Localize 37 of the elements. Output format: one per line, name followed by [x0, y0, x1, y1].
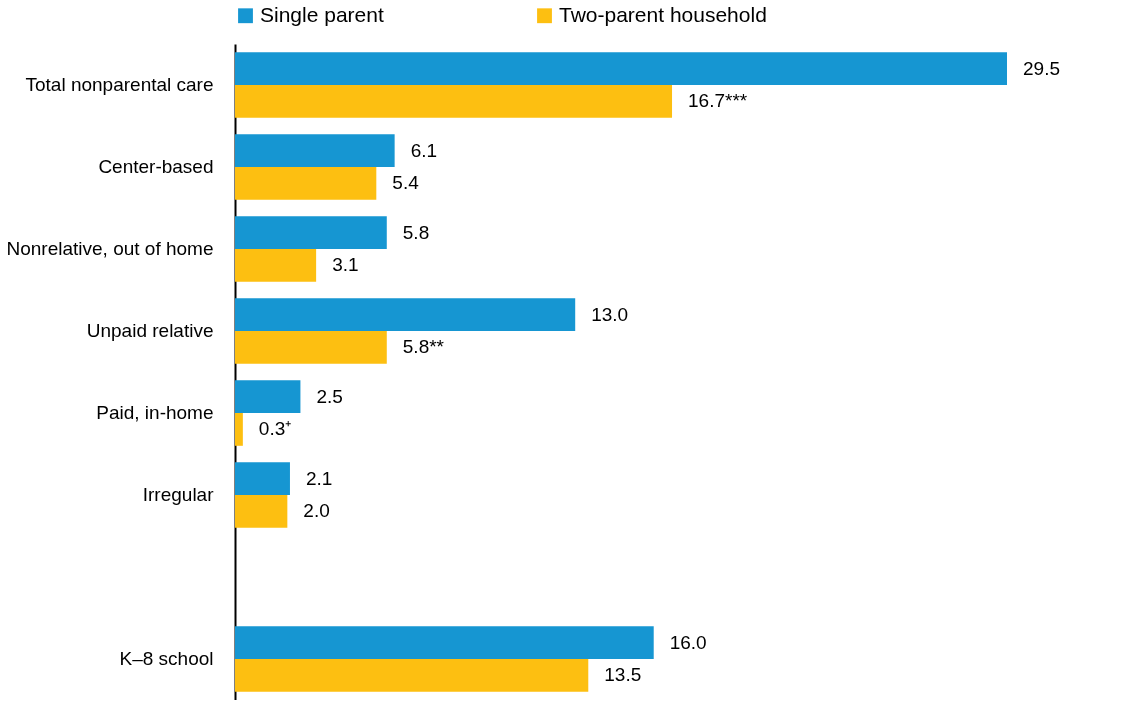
data-label: 2.5 [316, 385, 343, 407]
bar [235, 380, 301, 413]
y-tick-label: Nonrelative, out of home [6, 238, 214, 259]
legend-label: Two-parent household [559, 2, 767, 26]
data-label: 2.0 [303, 500, 330, 522]
bar [235, 495, 288, 528]
bar [235, 167, 377, 200]
data-label: 0.3⁺ [258, 418, 292, 440]
data-label: 13.0 [591, 303, 629, 325]
data-label: 5.8** [402, 336, 445, 358]
y-tick-label: Total nonparental care [25, 74, 214, 95]
data-label: 6.1 [410, 139, 438, 161]
bar [235, 249, 317, 282]
data-label: 3.1 [332, 254, 359, 276]
bar [235, 413, 243, 446]
data-label: 16.0 [669, 631, 707, 653]
bar [235, 216, 387, 249]
data-label: 29.5 [1023, 57, 1060, 79]
data-label: 5.8 [402, 221, 430, 243]
y-tick-label: Irregular [142, 484, 215, 505]
y-tick-label: Paid, in-home [96, 402, 214, 423]
bar [235, 331, 387, 364]
y-tick-label: Unpaid relative [86, 320, 214, 341]
y-tick-label: K–8 school [119, 648, 214, 669]
legend-label: Single parent [260, 2, 384, 26]
data-label: 13.5 [604, 664, 642, 686]
bar [235, 298, 576, 331]
bar [235, 52, 1007, 85]
data-label: 16.7*** [688, 90, 748, 112]
bar [235, 85, 673, 118]
bar [235, 626, 654, 659]
bar [235, 134, 395, 167]
data-label: 2.1 [305, 467, 333, 489]
bar [235, 462, 290, 495]
y-tick-label: Center-based [98, 156, 214, 177]
bar [235, 659, 589, 692]
data-label: 5.4 [392, 172, 420, 194]
